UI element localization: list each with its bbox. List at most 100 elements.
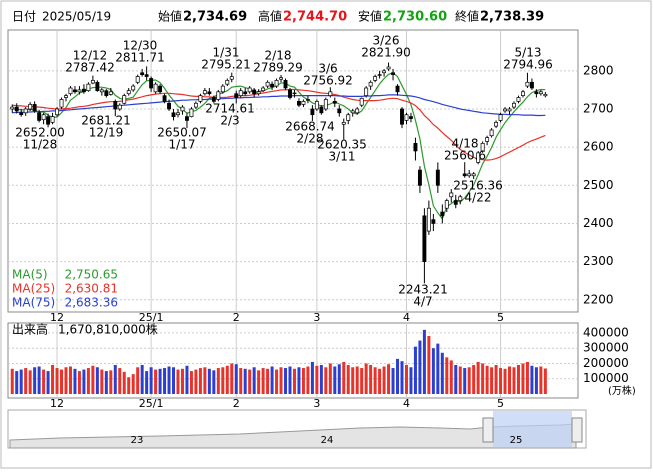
candle-body [180, 106, 185, 112]
quote-name: 始値 [158, 9, 182, 24]
candle-body [189, 108, 194, 117]
volume-bar [351, 367, 355, 394]
candle-body [185, 116, 189, 121]
navigator-handle-right[interactable] [571, 417, 583, 443]
quote-value: 2,734.69 [183, 10, 247, 25]
candle-body [153, 83, 158, 93]
candle-body [435, 169, 440, 186]
candle-body [364, 87, 369, 96]
volume-bar [346, 364, 350, 394]
volume-bar [158, 368, 162, 394]
price-panel [7, 29, 579, 313]
candle-body [50, 116, 55, 123]
volume-bar [42, 369, 46, 394]
volume-bar [68, 366, 72, 394]
volume-bar [508, 366, 512, 394]
navigator-label: 24 [321, 435, 334, 446]
volume-bar [284, 368, 288, 394]
volume-bar [127, 377, 131, 394]
candle-body [131, 85, 136, 91]
y-tick-label: 2500 [583, 178, 614, 192]
candle-body [538, 91, 543, 95]
candle-body [400, 108, 404, 125]
volume-bar [91, 365, 95, 394]
volume-bar [33, 367, 37, 394]
candle-body [373, 76, 378, 81]
annotation: 2560.6 [444, 149, 486, 163]
volume-bar [216, 368, 220, 394]
ma-line [12, 88, 546, 161]
volume-bar [212, 370, 216, 394]
candle-body [417, 169, 422, 186]
volume-bar [360, 368, 364, 394]
candle-body [55, 108, 59, 116]
annotation: 2620.35 [317, 138, 367, 152]
volume-bar [292, 368, 296, 394]
annotation: 2794.96 [503, 58, 553, 72]
candle-body [377, 74, 382, 76]
candle-body [220, 85, 225, 93]
x-tick-label: 4 [403, 397, 410, 410]
legend-value: 2,630.81 [65, 282, 118, 296]
volume-bar [512, 367, 516, 394]
legend-name: MA(75) [12, 296, 55, 310]
candle-body [476, 152, 481, 163]
annotation: 5/13 [515, 46, 542, 60]
volume-bar [140, 364, 144, 394]
candle-body [207, 91, 212, 95]
volume-bar [418, 340, 422, 394]
volume-bar [37, 366, 41, 394]
quote-name: 高値 [258, 9, 282, 24]
volume-tick-label: 300000 [583, 341, 629, 355]
volume-bar [261, 368, 265, 394]
candle-body [521, 91, 525, 96]
volume-bar [257, 370, 261, 394]
volume-bar [543, 368, 547, 394]
volume-bar [516, 364, 520, 394]
volume-bar [275, 369, 279, 394]
volume-tick-label: 400000 [583, 325, 629, 339]
volume-bar [404, 364, 408, 394]
x-tick-label: 2 [233, 397, 240, 410]
volume-bar [413, 346, 417, 394]
navigator-handle-left[interactable] [482, 417, 494, 443]
candle-body [247, 87, 252, 93]
volume-bar [288, 366, 292, 394]
annotation: 2714.61 [205, 102, 255, 116]
volume-bar [449, 360, 453, 394]
candle-body [337, 108, 342, 114]
candle-body [440, 211, 445, 217]
x-tick-label: 12 [50, 397, 64, 410]
volume-bar [310, 361, 314, 394]
volume-bar [467, 367, 471, 394]
volume-bar [378, 368, 382, 394]
y-tick-label: 2600 [583, 140, 614, 154]
date-value: 2025/05/19 [42, 10, 111, 24]
candle-body [297, 101, 301, 106]
candle-body [404, 114, 409, 121]
volume-bar [481, 363, 485, 394]
volume-bar [82, 369, 86, 394]
candle-body [359, 97, 364, 106]
volume-bar [490, 367, 494, 394]
volume-bar [51, 364, 55, 394]
candle-body [319, 106, 324, 114]
volume-bar [207, 368, 211, 394]
navigator-range[interactable] [493, 411, 572, 447]
candle-body [104, 90, 109, 96]
x-tick-label: 5 [497, 311, 504, 324]
volume-bar [315, 365, 319, 394]
volume-bar [499, 368, 503, 394]
annotation: 2/18 [265, 49, 292, 63]
volume-bar [485, 365, 489, 394]
quote-name: 終値 [455, 9, 479, 24]
volume-bar [131, 374, 135, 394]
candle-body [23, 108, 28, 114]
candle-body [59, 99, 64, 108]
annotation: 2516.36 [453, 179, 503, 193]
candle-body [86, 83, 91, 92]
annotation: 12/30 [123, 39, 158, 53]
volume-tick-label: 200000 [583, 356, 629, 370]
volume-bar [203, 367, 207, 394]
candle-body [525, 81, 530, 87]
